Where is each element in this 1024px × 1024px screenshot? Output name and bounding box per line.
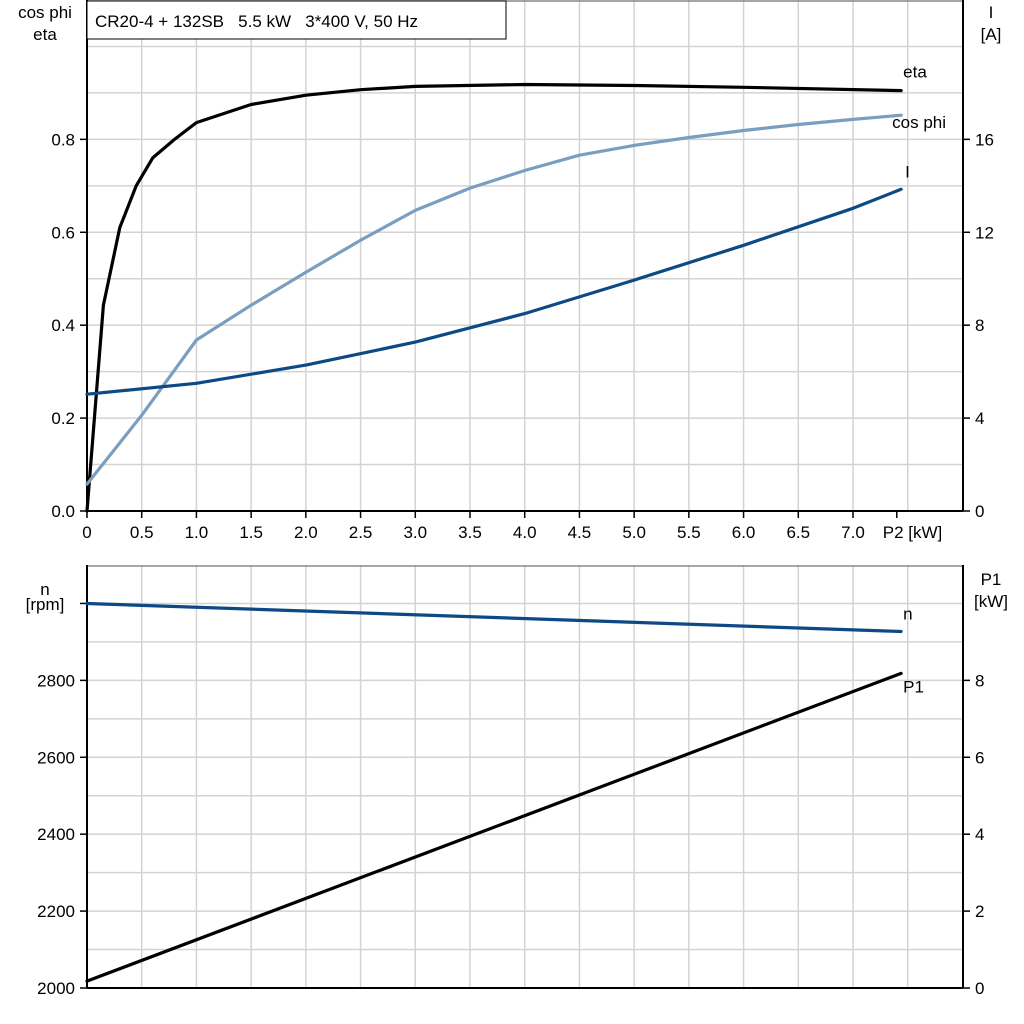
y-tick-label-left: 0.2 xyxy=(51,409,75,428)
y-tick-label-right: 0 xyxy=(975,502,984,521)
x-tick-label: 1.0 xyxy=(185,523,209,542)
x-tick-label: 2.0 xyxy=(294,523,318,542)
x-tick-label: 3.0 xyxy=(403,523,427,542)
y-tick-label-left: 0.0 xyxy=(51,502,75,521)
y-tick-label-right: 6 xyxy=(975,748,984,767)
series-label-eta: eta xyxy=(903,63,927,82)
series-line-i xyxy=(85,187,903,396)
x-tick-label: 0.5 xyxy=(130,523,154,542)
x-tick-label: 3.5 xyxy=(458,523,482,542)
y-axis-label-left: n xyxy=(40,580,49,599)
x-tick-label: 7.0 xyxy=(841,523,865,542)
y-axis-label-right-unit: [A] xyxy=(981,25,1002,44)
y-tick-label-right: 8 xyxy=(975,316,984,335)
x-tick-label: 6.5 xyxy=(786,523,810,542)
y-axis-label-left: cos phi xyxy=(18,3,72,22)
x-tick-label: 6.0 xyxy=(732,523,756,542)
y-tick-label-left: 2400 xyxy=(37,825,75,844)
y-tick-label-left: 2200 xyxy=(37,902,75,921)
y-axis-label-left-unit: [rpm] xyxy=(26,595,65,614)
x-axis-label: P2 [kW] xyxy=(883,523,943,542)
y-tick-label-right: 0 xyxy=(975,979,984,998)
y-tick-label-left: 2800 xyxy=(37,671,75,690)
chart-title: CR20-4 + 132SB 5.5 kW 3*400 V, 50 Hz xyxy=(95,12,418,31)
y-tick-label-right: 4 xyxy=(975,409,984,428)
y-tick-label-left: 2600 xyxy=(37,748,75,767)
series-label-i: I xyxy=(905,162,910,181)
y-tick-label-right: 4 xyxy=(975,825,984,844)
x-tick-label: 5.0 xyxy=(622,523,646,542)
x-tick-label: 1.5 xyxy=(239,523,263,542)
x-tick-label: 5.5 xyxy=(677,523,701,542)
x-tick-label: 4.0 xyxy=(513,523,537,542)
y-tick-label-right: 2 xyxy=(975,902,984,921)
series-label-p1: P1 xyxy=(903,677,924,696)
y-axis-label-left-unit: eta xyxy=(33,25,57,44)
series-line-n xyxy=(85,601,903,634)
y-tick-label-left: 0.6 xyxy=(51,223,75,242)
y-axis-label-right-unit: [kW] xyxy=(974,592,1008,611)
x-tick-label: 2.5 xyxy=(349,523,373,542)
series-line-cos-phi xyxy=(85,113,903,486)
x-tick-label: 4.5 xyxy=(568,523,592,542)
y-axis-label-right: I xyxy=(989,3,994,22)
y-axis-label-right: P1 xyxy=(981,570,1002,589)
y-tick-label-left: 0.8 xyxy=(51,130,75,149)
series-line-p1 xyxy=(85,671,903,983)
y-tick-label-left: 0.4 xyxy=(51,316,75,335)
series-line-eta xyxy=(85,82,903,513)
series-label-n: n xyxy=(903,605,912,624)
y-tick-label-right: 8 xyxy=(975,671,984,690)
y-tick-label-right: 12 xyxy=(975,223,994,242)
series-label-cos-phi: cos phi xyxy=(892,113,946,132)
y-tick-label-left: 2000 xyxy=(37,979,75,998)
chart-title-box xyxy=(86,0,507,40)
x-tick-label: 0 xyxy=(82,523,91,542)
y-tick-label-right: 16 xyxy=(975,130,994,149)
